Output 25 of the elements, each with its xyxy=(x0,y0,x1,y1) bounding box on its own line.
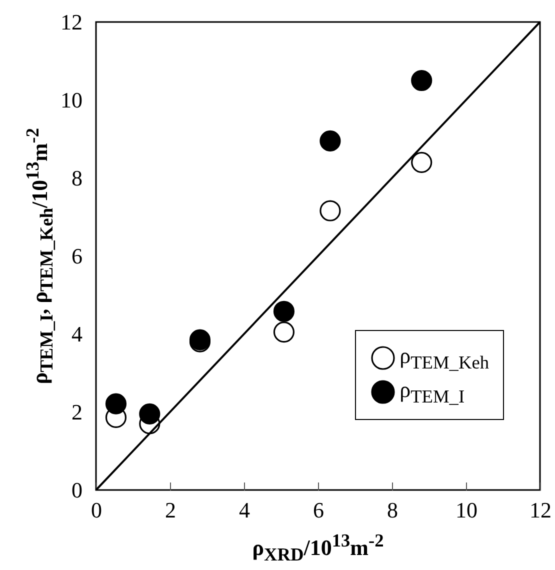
x-axis-title: ρ$_{XRD}$/10$^{13}$m$^{-2}$ xyxy=(252,530,384,566)
point xyxy=(411,152,432,173)
point xyxy=(320,130,341,152)
point xyxy=(273,322,295,343)
point xyxy=(139,403,160,424)
x-tick-label: 10 xyxy=(456,498,478,522)
legend-label: ρ$_{TEM_Keh}$ xyxy=(400,342,489,374)
point xyxy=(411,70,432,92)
y-tick-label: 4 xyxy=(72,322,82,346)
point xyxy=(273,300,295,322)
y-tick-label: 12 xyxy=(60,10,82,34)
legend-label: ρ$_{TEM_I}$ xyxy=(400,376,465,408)
x-tick-label: 12 xyxy=(530,498,552,522)
y-tick-label: 10 xyxy=(60,88,82,112)
point xyxy=(320,200,341,222)
x-tick-label: 2 xyxy=(165,498,176,522)
x-tick-label: 0 xyxy=(91,498,102,522)
point xyxy=(105,393,127,414)
y-tick-label: 2 xyxy=(72,400,82,424)
x-tick-label: 6 xyxy=(313,498,324,522)
y-tick-label: 8 xyxy=(72,166,82,190)
x-tick-label: 8 xyxy=(387,498,398,522)
y-tick-label: 6 xyxy=(72,244,82,268)
y-tick-label: 0 xyxy=(72,478,82,502)
x-tick-label: 4 xyxy=(239,498,250,522)
